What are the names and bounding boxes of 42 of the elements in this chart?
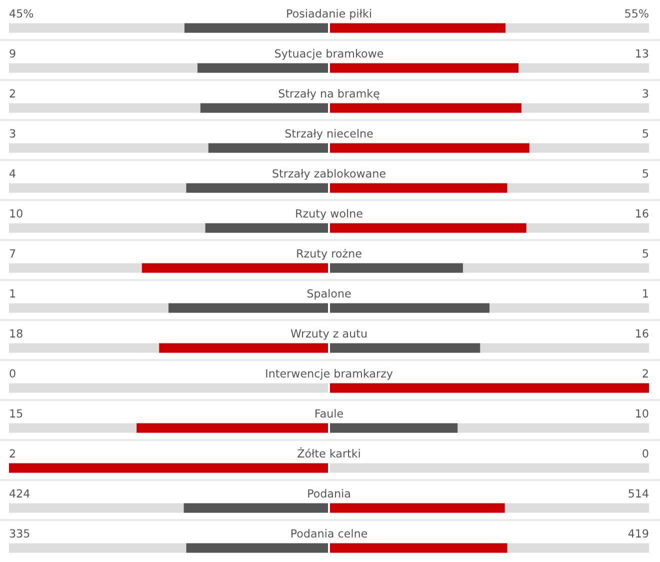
- data-label: 1: [643, 289, 648, 298]
- category-label: Faule: [316, 409, 343, 418]
- data-label: 514: [628, 489, 648, 498]
- data-label: 0: [642, 449, 648, 458]
- category-label: Interwencje bramkarzy: [266, 369, 393, 380]
- category-label: Strzały na bramkę: [278, 89, 380, 100]
- data-label: 9: [10, 49, 16, 58]
- category-label: Posiadanie piłki: [287, 9, 371, 20]
- data-label: 1: [10, 289, 16, 298]
- data-label: 424: [10, 489, 30, 498]
- category-label: Strzały niecelne: [285, 129, 373, 140]
- data-label: 2: [10, 449, 15, 458]
- data-label: 45%: [10, 9, 34, 18]
- data-label: 419: [628, 529, 648, 538]
- data-label: 10: [636, 409, 648, 418]
- data-label: 4: [10, 169, 16, 178]
- category-label: Rzuty wolne: [296, 209, 362, 220]
- data-label: 10: [10, 209, 22, 218]
- data-label: 13: [636, 49, 648, 58]
- category-label: Żółte kartki: [298, 447, 360, 458]
- data-label: 2: [642, 369, 648, 378]
- category-label: Strzały zablokowane: [272, 169, 386, 180]
- data-label: 2: [10, 89, 15, 98]
- data-label: 15: [10, 409, 22, 418]
- data-label: 55%: [625, 9, 648, 18]
- category-label: Podania celne: [291, 529, 368, 538]
- data-label: 5: [642, 169, 648, 178]
- data-label: 18: [10, 329, 22, 338]
- category-label: Spalone: [307, 289, 351, 300]
- data-label: 0: [10, 369, 16, 378]
- data-label: 5: [642, 129, 648, 138]
- category-label: Podania: [308, 489, 350, 498]
- category-label: Wrzuty z autu: [290, 329, 366, 340]
- data-label: 335: [10, 529, 30, 538]
- category-label: Rzuty rożne: [297, 249, 362, 260]
- data-label: 16: [636, 209, 648, 218]
- data-label: 16: [636, 329, 648, 338]
- data-label: 3: [642, 89, 648, 98]
- data-label: 3: [10, 129, 16, 138]
- data-label: 7: [10, 249, 16, 258]
- data-label: 5: [642, 249, 648, 258]
- category-label: Sytuacje bramkowe: [275, 49, 384, 60]
